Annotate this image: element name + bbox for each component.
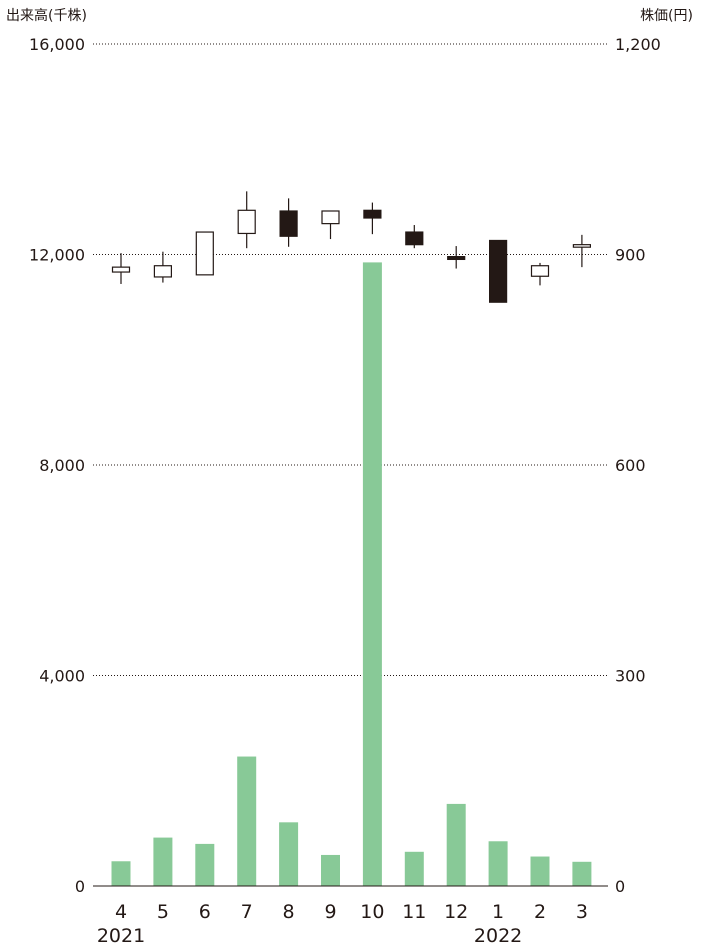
candle-body-12 [447, 256, 466, 261]
volume-bar-6 [195, 843, 215, 886]
x-tick-label: 11 [402, 901, 426, 923]
left-tick-label: 4,000 [39, 667, 85, 686]
candle-body-9 [321, 210, 340, 225]
right-tick-label: 900 [615, 246, 646, 265]
volume-bar-5 [153, 837, 173, 886]
candle-body-10 [363, 209, 382, 219]
x-tick-label: 4 [115, 901, 127, 923]
left-axis-title: 出来高(千株) [6, 8, 87, 24]
volume-bar-4 [111, 861, 131, 886]
x-tick-label: 7 [241, 901, 253, 923]
volume-bar-3 [572, 861, 592, 886]
volume-bar-11 [404, 851, 424, 886]
candle-body-2 [530, 265, 550, 277]
volume-bar-2 [530, 856, 550, 886]
right-tick-label: 0 [615, 877, 625, 896]
left-tick-label: 12,000 [29, 246, 85, 265]
volume-bar-7 [237, 756, 257, 886]
x-tick-label: 10 [360, 901, 384, 923]
x-tick-label: 6 [199, 901, 211, 923]
year-label: 2021 [97, 925, 145, 946]
right-tick-label: 600 [615, 456, 646, 475]
right-axis-title: 株価(円) [640, 8, 693, 24]
candle-body-1 [489, 239, 508, 303]
x-tick-label: 5 [157, 901, 169, 923]
candle-body-3 [572, 244, 592, 248]
x-tick-label: 3 [576, 901, 588, 923]
x-tick-label: 2 [534, 901, 546, 923]
candle-body-4 [111, 266, 131, 273]
candle-body-6 [195, 231, 214, 276]
left-tick-label: 8,000 [39, 456, 85, 475]
x-tick-label: 9 [324, 901, 336, 923]
volume-bar-12 [446, 803, 466, 886]
volume-bar-9 [321, 854, 340, 886]
candle-body-8 [279, 210, 298, 237]
year-label: 2022 [474, 925, 522, 946]
right-tick-label: 300 [615, 667, 646, 686]
candle-body-11 [405, 231, 424, 246]
x-tick-label: 8 [283, 901, 295, 923]
volume-bar-10 [362, 262, 382, 886]
x-tick-label: 12 [444, 901, 468, 923]
left-tick-label: 16,000 [29, 35, 85, 54]
candle-body-5 [153, 265, 172, 278]
volume-bar-1 [488, 841, 508, 886]
candle-body-7 [237, 209, 256, 235]
x-tick-label: 1 [492, 901, 504, 923]
volume-bar-8 [279, 822, 299, 886]
right-tick-label: 1,200 [615, 35, 661, 54]
left-tick-label: 0 [75, 877, 85, 896]
